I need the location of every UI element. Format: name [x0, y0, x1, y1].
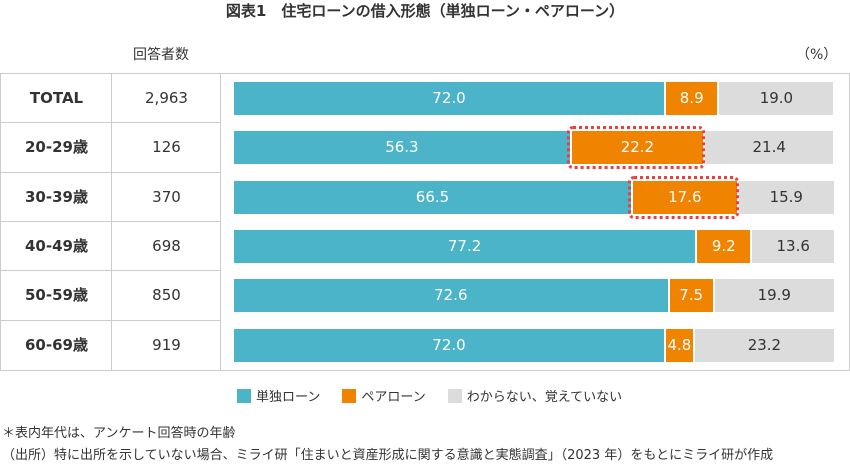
unit-label: （%） — [796, 47, 838, 63]
note-age: ＊表内年代は、アンケート回答時の年齢 — [2, 426, 236, 441]
divider — [220, 74, 221, 370]
bar-single: 72.0 — [234, 82, 664, 115]
chart-table: TOTAL 2,963 72.0 8.9 19.0 20-29歳 126 56.3 22.2 21… — [0, 73, 850, 371]
bar-single: 72.0 — [234, 328, 664, 362]
bar-single: 56.3 — [234, 131, 570, 165]
bar-single: 66.5 — [234, 180, 631, 214]
category-label: 60-69歳 — [25, 335, 88, 354]
row-divider — [1, 270, 221, 272]
bar-pair: 7.5 — [669, 279, 713, 313]
bar-unknown: 19.0 — [719, 82, 834, 115]
row-divider — [1, 319, 221, 321]
row-20-29歳: 20-29歳 126 56.3 22.2 21.4 — [1, 122, 849, 172]
respondent-count: 698 — [152, 236, 181, 255]
respondent-count: 919 — [152, 335, 181, 354]
category-label: 30-39歳 — [25, 187, 88, 206]
highlight-outline — [566, 126, 705, 170]
note-source: （出所）特に出所を示していない場合、ミライ研「住まいと資産形成に関する意識と実態… — [2, 448, 774, 463]
legend-swatch — [342, 389, 357, 403]
bar-pair: 4.8 — [666, 328, 693, 362]
row-divider — [1, 220, 221, 222]
bar-single: 72.6 — [234, 279, 668, 313]
category-label: 20-29歳 — [25, 138, 88, 157]
legend-swatch — [237, 389, 251, 403]
bar-pair: 8.9 — [666, 82, 718, 115]
row-divider — [1, 122, 221, 124]
bar-unknown: 21.4 — [705, 131, 834, 165]
bar-unknown: 23.2 — [694, 328, 834, 362]
count-header: 回答者数 — [133, 47, 189, 63]
respondent-count: 850 — [152, 286, 181, 305]
respondent-count: 2,963 — [145, 89, 188, 107]
chart-title: 図表1 住宅ローンの借入形態（単独ローン・ペアローン） — [225, 2, 625, 20]
bar-pair: 17.6 — [633, 180, 737, 214]
respondent-count: 370 — [152, 187, 181, 206]
row-50-59歳: 50-59歳 850 72.6 7.5 19.9 — [1, 270, 849, 320]
category-label: 50-59歳 — [25, 286, 88, 305]
category-label: TOTAL — [29, 89, 84, 107]
respondent-count: 126 — [152, 138, 181, 157]
legend-item-pair: ペアローン — [342, 389, 426, 405]
bar-unknown: 19.9 — [714, 279, 834, 313]
row-divider — [1, 171, 221, 173]
bar-unknown: 15.9 — [738, 180, 834, 214]
legend-item-single: 単独ローン — [237, 389, 321, 405]
legend-swatch — [447, 389, 462, 403]
divider — [111, 74, 112, 370]
bar-unknown: 13.6 — [752, 229, 834, 263]
bar-pair: 22.2 — [571, 131, 703, 165]
legend-item-unknown: わからない、覚えていない — [447, 389, 623, 405]
bar-pair: 9.2 — [697, 229, 751, 263]
highlight-outline — [628, 175, 739, 219]
row-40-49歳: 40-49歳 698 77.2 9.2 13.6 — [1, 220, 849, 271]
row-60-69歳: 60-69歳 919 72.0 4.8 23.2 — [1, 319, 849, 370]
category-label: 40-49歳 — [25, 236, 88, 255]
row-TOTAL: TOTAL 2,963 72.0 8.9 19.0 — [1, 74, 849, 123]
row-30-39歳: 30-39歳 370 66.5 17.6 15.9 — [1, 171, 849, 222]
legend-label: 単独ローン — [256, 390, 321, 405]
legend: 単独ローン ペアローン わからない、覚えていない — [237, 389, 644, 407]
bar-single: 77.2 — [234, 229, 696, 263]
legend-label: ペアローン — [361, 390, 426, 405]
legend-label: わからない、覚えていない — [466, 390, 623, 405]
